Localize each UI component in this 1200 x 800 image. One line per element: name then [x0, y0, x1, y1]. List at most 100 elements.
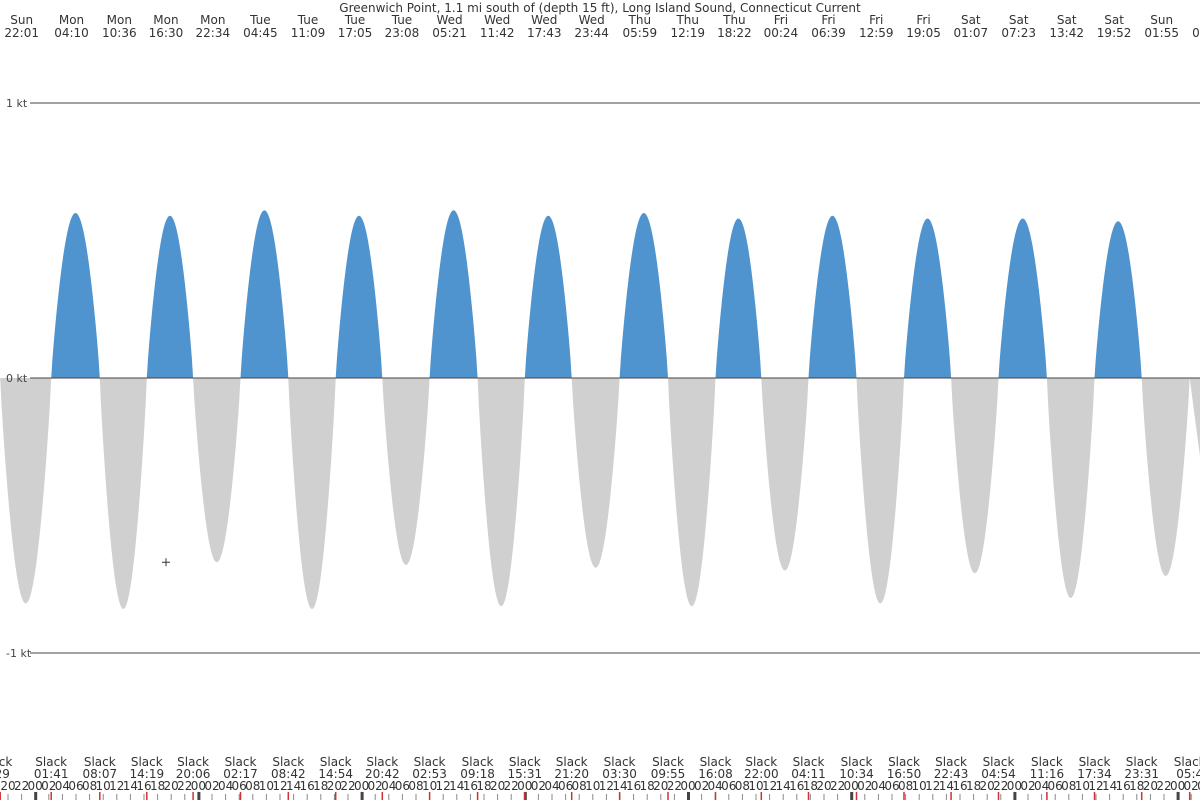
hour-label: 04 [544, 779, 559, 793]
hour-label: 20 [0, 779, 15, 793]
slack-time-label: 04:54 [981, 767, 1016, 781]
hour-label: 08 [408, 779, 423, 793]
slack-time-label: 09:55 [651, 767, 686, 781]
top-time-label: 12:19 [670, 26, 705, 40]
hour-label: 04 [218, 779, 233, 793]
top-time-label: 06:39 [811, 26, 846, 40]
top-time-label: 01:07 [954, 26, 989, 40]
top-day-label: Fri [821, 13, 835, 27]
hour-label: 02 [857, 779, 872, 793]
flood-lobe [1094, 221, 1142, 378]
hour-label: 02 [531, 779, 546, 793]
top-day-label: Sun [10, 13, 33, 27]
slack-time-label: 08:07 [83, 767, 118, 781]
top-day-label: Fri [774, 13, 788, 27]
ebb-lobe [571, 378, 620, 568]
top-time-labels: Sun22:01Mon04:10Mon10:36Mon16:30Mon22:34… [4, 13, 1199, 40]
hour-label: 16 [1116, 779, 1131, 793]
slack-time-label: 14:19 [130, 767, 165, 781]
hour-label: 18 [966, 779, 981, 793]
y-tick-label: 1 kt [6, 97, 28, 110]
hour-label: 04 [1197, 779, 1200, 793]
ebb-lobe [668, 378, 716, 607]
top-day-label: Tue [344, 13, 366, 27]
slack-label: Slack [700, 755, 732, 769]
hour-label: 14 [776, 779, 791, 793]
slack-label: Slack [320, 755, 352, 769]
hour-label: 14 [123, 779, 138, 793]
ebb-lobe [193, 378, 241, 563]
midnight-tick [34, 792, 38, 800]
top-day-label: Mon [200, 13, 225, 27]
slack-time-label: 23:31 [1124, 767, 1159, 781]
top-day-label: Tue [249, 13, 271, 27]
y-tick-label: 0 kt [6, 372, 28, 385]
top-time-label: 19:05 [906, 26, 941, 40]
hour-label: 06 [232, 779, 247, 793]
hour-label: 10 [422, 779, 437, 793]
slack-time-label: 16:08 [698, 767, 733, 781]
slack-label: Slack [888, 755, 920, 769]
ebb-lobe [382, 378, 430, 565]
slack-time-label: 02:17 [223, 767, 258, 781]
slack-label: Slack [462, 755, 494, 769]
slack-time-label: 22:43 [934, 767, 969, 781]
slack-labels: lack:29Slack01:41Slack08:07Slack14:19Sla… [0, 755, 1200, 781]
hour-label: 10 [259, 779, 274, 793]
hour-label: 04 [55, 779, 70, 793]
midnight-tick [197, 792, 201, 800]
flood-lobe [619, 213, 668, 378]
slack-label: Slack [935, 755, 967, 769]
top-time-label: 10:36 [102, 26, 137, 40]
slack-label: Slack [652, 755, 684, 769]
hour-label: 16 [952, 779, 967, 793]
top-day-label: Thu [722, 13, 746, 27]
hour-label: 02 [204, 779, 219, 793]
hour-label: 22 [504, 779, 519, 793]
hour-label: 08 [572, 779, 587, 793]
midnight-tick [360, 792, 364, 800]
slack-label: Slack [1126, 755, 1158, 769]
top-time-label: 04:45 [243, 26, 278, 40]
flood-lobe [715, 218, 762, 378]
hour-label: 02 [1184, 779, 1199, 793]
hour-label: 10 [96, 779, 111, 793]
hour-label: 22 [340, 779, 355, 793]
hour-label: 08 [735, 779, 750, 793]
slack-label: Slack [1079, 755, 1111, 769]
hour-label: 18 [640, 779, 655, 793]
chart-title: Greenwich Point, 1.1 mi south of (depth … [339, 1, 861, 15]
current-lobe-end [1189, 378, 1200, 456]
slack-time-label: 10:34 [839, 767, 874, 781]
slack-time-label: 22:00 [744, 767, 779, 781]
slack-time-label: 20:42 [365, 767, 400, 781]
top-day-label: Mon [59, 13, 84, 27]
flood-lobe [335, 215, 383, 378]
slack-label: Slack [84, 755, 116, 769]
midnight-tick [687, 792, 690, 800]
top-time-label: 05:59 [623, 26, 658, 40]
hour-label: 14 [939, 779, 954, 793]
flood-lobe [146, 215, 194, 378]
hour-label: 06 [884, 779, 899, 793]
marker-layer [162, 558, 170, 567]
top-time-label: 17:43 [527, 26, 562, 40]
hour-label: 14 [1102, 779, 1117, 793]
hour-label: 06 [395, 779, 410, 793]
slack-label: Slack [177, 755, 209, 769]
hour-label: 10 [912, 779, 927, 793]
slack-time-label: 08:42 [271, 767, 306, 781]
slack-label: Slack [841, 755, 873, 769]
top-time-label: 18:22 [717, 26, 752, 40]
slack-time-label: 20:06 [176, 767, 211, 781]
hour-label: 12 [436, 779, 451, 793]
hour-label: 04 [708, 779, 723, 793]
top-time-label: 11:42 [480, 26, 515, 40]
ebb-lobe [288, 378, 336, 609]
ebb-lobe [99, 378, 147, 609]
hour-label: 12 [762, 779, 777, 793]
top-day-label: Sat [1057, 13, 1077, 27]
ebb-lobe [0, 378, 52, 604]
slack-time-label: 09:18 [460, 767, 495, 781]
slack-label: lack [0, 755, 12, 769]
